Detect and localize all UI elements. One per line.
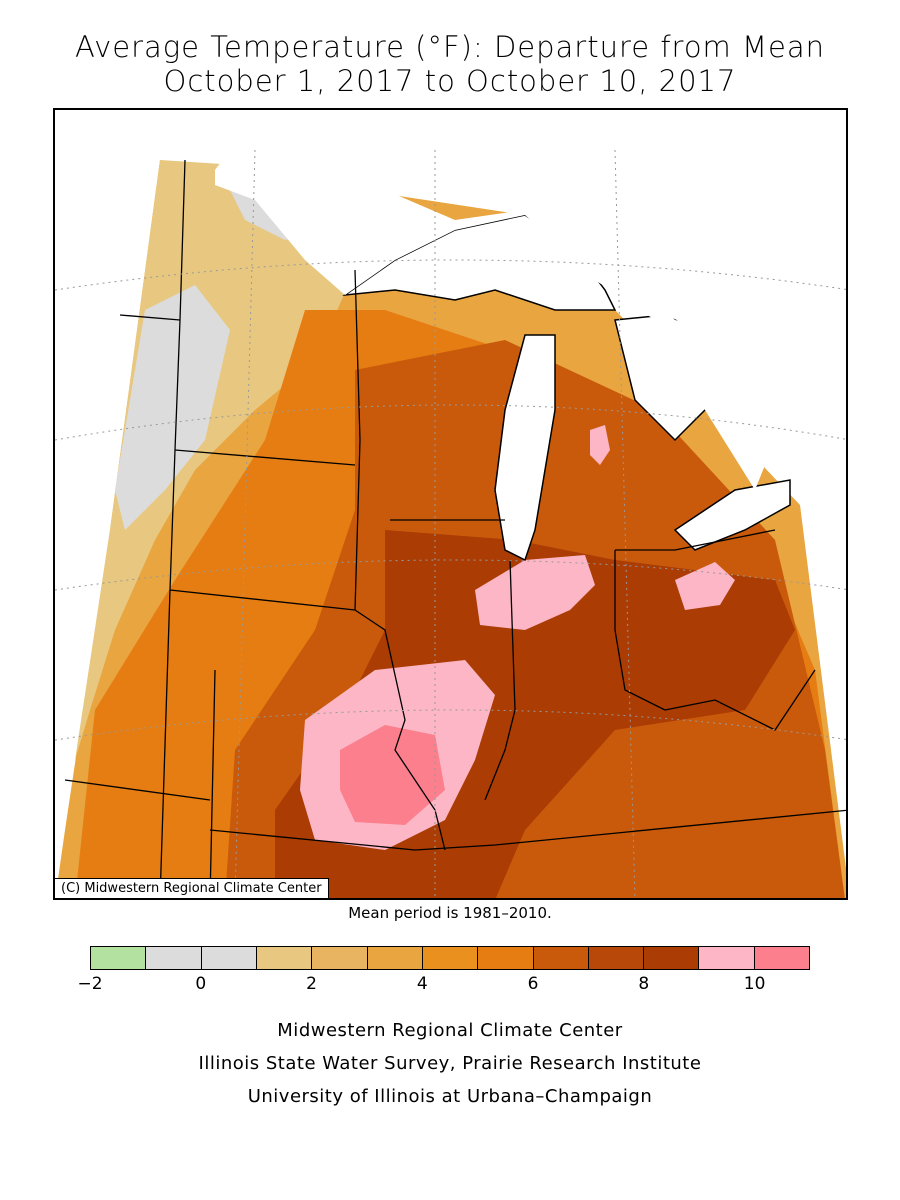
legend-swatch — [644, 947, 700, 969]
map-title: Average Temperature (°F): Departure from… — [74, 30, 826, 64]
temperature-departure-map — [55, 130, 846, 898]
color-legend — [90, 946, 810, 970]
legend-swatch — [699, 947, 755, 969]
state-borders — [64, 159, 846, 898]
legend-swatch — [312, 947, 368, 969]
hot-spot-indiana — [475, 555, 595, 630]
legend-tick-label: 8 — [638, 974, 650, 994]
legend-swatch — [91, 947, 147, 969]
legend-swatch — [588, 947, 645, 969]
legend-tick-labels: −2 0 2 4 6 8 10 — [0, 974, 900, 1000]
footer-survey: Illinois State Water Survey, Prairie Res… — [198, 1053, 702, 1074]
legend-swatch — [478, 947, 534, 969]
footer-org: Midwestern Regional Climate Center — [277, 1020, 623, 1041]
legend-swatch — [146, 947, 202, 969]
footer-university: University of Illinois at Urbana–Champai… — [247, 1086, 653, 1107]
legend-swatch — [367, 947, 423, 969]
legend-tick-label: 4 — [416, 974, 428, 994]
legend-swatch — [256, 947, 313, 969]
near-normal-zone-west — [115, 285, 230, 530]
legend-tick-label: 10 — [743, 974, 766, 994]
lake-erie — [673, 479, 791, 551]
legend-swatch — [201, 947, 257, 969]
legend-tick-label: 2 — [306, 974, 317, 994]
mean-period-note: Mean period is 1981–2010. — [348, 904, 552, 922]
graticule — [55, 149, 846, 898]
map-panel: (C) Midwestern Regional Climate Center — [53, 108, 848, 900]
hot-spot-michigan — [590, 425, 610, 465]
legend-tick-label: 0 — [195, 974, 207, 994]
legend-tick-label: −2 — [77, 974, 103, 994]
map-date-range: October 1, 2017 to October 10, 2017 — [163, 64, 737, 98]
legend-swatch — [533, 947, 589, 969]
legend-swatch — [422, 947, 479, 969]
legend-swatch — [754, 947, 810, 969]
hot-spot-missouri-core — [340, 725, 445, 825]
map-credit: (C) Midwestern Regional Climate Center — [55, 878, 329, 898]
lake-michigan — [494, 334, 556, 562]
canada-area — [215, 130, 775, 490]
legend-tick-label: 6 — [527, 974, 539, 994]
